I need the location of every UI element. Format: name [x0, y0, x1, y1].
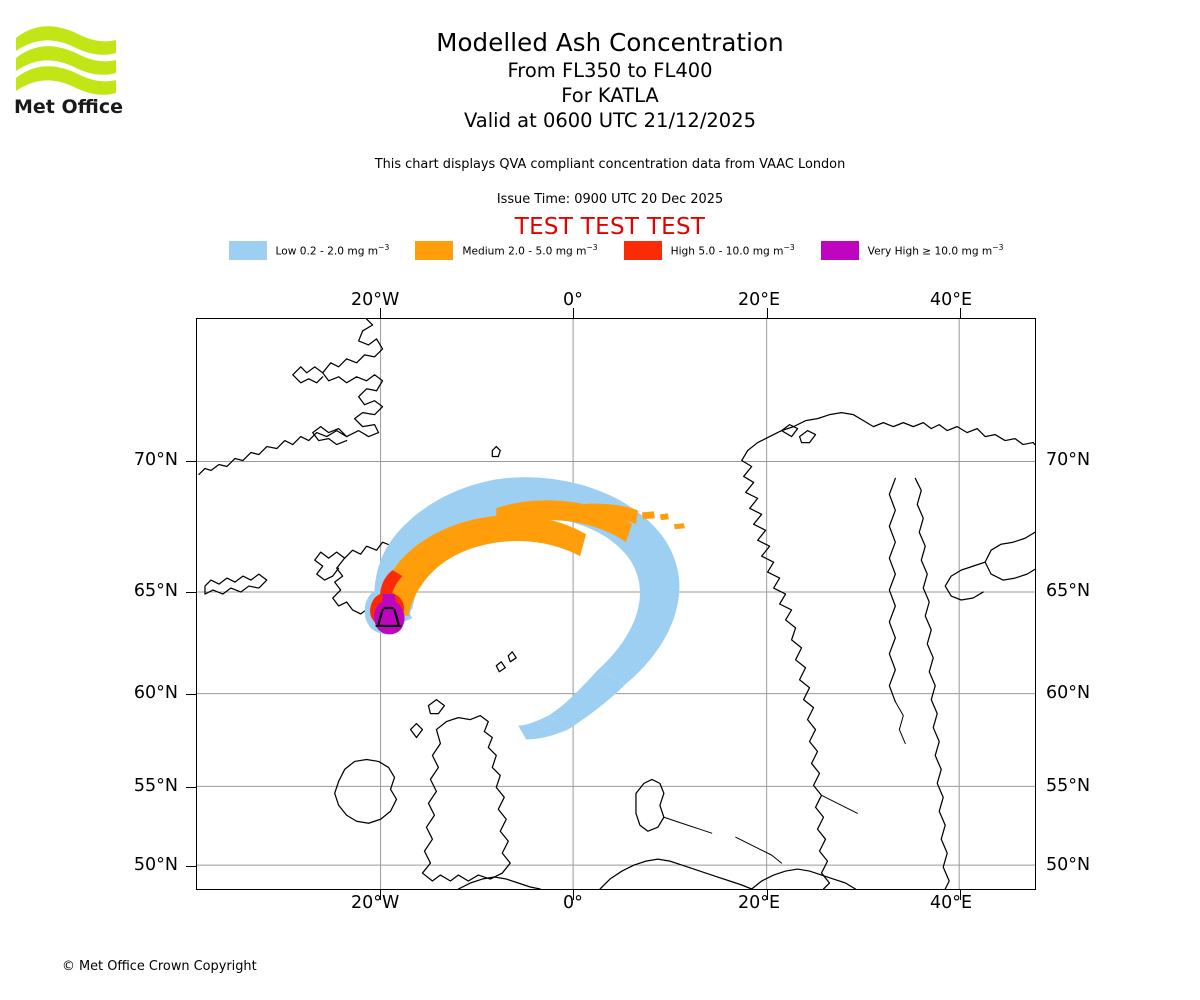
tick-lon-top-40e: [960, 308, 962, 318]
ash-medium-speck-5: [442, 553, 450, 561]
legend-swatch-low: [228, 240, 267, 260]
ash-very-high-stem: [382, 594, 397, 608]
lon-label-top-0: 0°: [563, 290, 583, 310]
coast-germany-netherlands: [599, 858, 753, 889]
coast-isles-small-1: [495, 661, 506, 673]
coast-greenland-fjords: [292, 366, 324, 384]
coast-greenland-south: [204, 573, 268, 595]
lat-label-right-65: 65°N: [1046, 581, 1091, 601]
volcano-subtitle: For KATLA: [561, 84, 659, 107]
country-borders: [663, 701, 906, 864]
ash-medium-lobe: [580, 503, 638, 525]
tick-lon-bot-20w: [380, 890, 382, 900]
lat-label-left-50: 50°N: [133, 855, 178, 875]
lat-label-right-50: 50°N: [1046, 855, 1091, 875]
coast-north-isles: [780, 424, 799, 438]
qva-note: This chart displays QVA compliant concen…: [374, 157, 846, 172]
tick-lon-top-20e: [767, 308, 769, 318]
ash-medium-speck-2: [659, 513, 669, 521]
legend-item-very-high: Very High ≥ 10.0 mg m−3: [820, 240, 1004, 260]
coast-isles-small-2: [507, 651, 517, 663]
lat-label-right-55: 55°N: [1046, 776, 1091, 796]
lon-label-bottom-0: 0°: [563, 893, 583, 913]
lat-label-right-70: 70°N: [1046, 450, 1091, 470]
coast-baltic-south: [751, 868, 857, 889]
coast-sweden-east: [914, 477, 950, 889]
lat-label-left-60: 60°N: [133, 683, 178, 703]
coast-finland-gulf: [944, 561, 986, 601]
lon-label-top-20w: 20°W: [351, 290, 400, 310]
page-title: Modelled Ash Concentration: [436, 28, 784, 57]
coast-ireland: [334, 758, 398, 824]
ash-medium-speck-3: [673, 523, 685, 530]
coast-norway: [747, 412, 1034, 452]
coast-greenland-inlet-2: [312, 425, 348, 446]
coast-denmark-jutland: [635, 778, 665, 832]
coast-hebrides: [409, 722, 424, 739]
tick-lat-left-55: [186, 787, 196, 789]
issue-time: Issue Time: 0900 UTC 20 Dec 2025: [496, 192, 724, 207]
logo-wordmark: Met Office: [14, 96, 123, 115]
coast-iceland-westfjords: [314, 551, 346, 581]
ash-medium-band: [382, 515, 587, 616]
map-canvas: [197, 319, 1035, 889]
tick-lon-bot-0: [573, 890, 575, 900]
tick-lat-left-65: [186, 592, 196, 594]
coast-great-britain: [421, 714, 511, 882]
concentration-legend: Low 0.2 - 2.0 mg m−3 Medium 2.0 - 5.0 mg…: [196, 239, 1036, 261]
legend-label-very-high: Very High ≥ 10.0 mg m−3: [867, 242, 1004, 258]
legend-swatch-high: [623, 240, 662, 260]
coast-kola-white-sea: [984, 441, 1035, 581]
tick-lon-bot-40e: [960, 890, 962, 900]
ash-medium-speck-4: [430, 555, 438, 563]
legend-swatch-medium: [415, 240, 454, 260]
tick-lat-left-70: [186, 461, 196, 463]
tick-lat-left-50: [186, 866, 196, 868]
lon-label-bottom-20w: 20°W: [351, 893, 400, 913]
ash-low-tail-2: [518, 715, 569, 740]
tick-lat-left-60: [186, 694, 196, 696]
legend-label-medium: Medium 2.0 - 5.0 mg m−3: [462, 242, 598, 258]
legend-item-medium: Medium 2.0 - 5.0 mg m−3: [415, 240, 623, 260]
legend-label-high: High 5.0 - 10.0 mg m−3: [670, 242, 795, 258]
logo-waves: [16, 26, 116, 95]
legend-swatch-very-high: [820, 240, 859, 260]
copyright-notice: © Met Office Crown Copyright: [62, 959, 257, 974]
coast-norway-fjords: [741, 449, 831, 889]
lat-label-left-70: 70°N: [133, 450, 178, 470]
met-office-logo-mark: Met Office: [14, 26, 123, 115]
tick-lon-top-0: [573, 308, 575, 318]
coast-greenland: [198, 319, 384, 476]
tick-lon-bot-20e: [767, 890, 769, 900]
border-finland-sweden: [888, 477, 896, 703]
title-block: Modelled Ash Concentration From FL350 to…: [260, 28, 960, 133]
ash-plume-medium: [382, 500, 685, 616]
lon-label-bottom-40e: 40°E: [930, 893, 973, 913]
test-banner: TEST TEST TEST: [514, 214, 706, 240]
ash-medium-speck-1: [641, 511, 655, 520]
valid-time-subtitle: Valid at 0600 UTC 21/12/2025: [463, 109, 757, 132]
coast-scotland-isles: [427, 699, 446, 715]
met-office-logo: Met Office: [12, 20, 132, 115]
flight-level-subtitle: From FL350 to FL400: [507, 59, 713, 82]
lat-label-left-65: 65°N: [133, 581, 178, 601]
lon-label-bottom-20e: 20°E: [738, 893, 781, 913]
lat-label-right-60: 60°N: [1046, 683, 1091, 703]
legend-item-low: Low 0.2 - 2.0 mg m−3: [228, 240, 416, 260]
coast-faroe: [491, 445, 501, 458]
legend-label-low: Low 0.2 - 2.0 mg m−3: [275, 242, 390, 258]
graticule: [197, 319, 1035, 889]
coast-svalbard-islets: [798, 429, 817, 444]
coast-channel-france: [457, 876, 541, 889]
ash-low-tail: [548, 669, 626, 730]
coastlines: [198, 319, 1035, 889]
lon-label-top-20e: 20°E: [738, 290, 781, 310]
tick-lon-top-20w: [380, 308, 382, 318]
lon-label-top-40e: 40°E: [930, 290, 973, 310]
volcano-marker-katla: [375, 606, 402, 628]
lat-label-left-55: 55°N: [133, 776, 178, 796]
legend-item-high: High 5.0 - 10.0 mg m−3: [623, 240, 821, 260]
ash-concentration-map[interactable]: [196, 318, 1036, 890]
